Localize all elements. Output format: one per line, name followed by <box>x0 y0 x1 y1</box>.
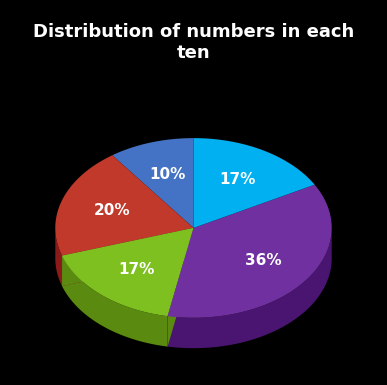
Polygon shape <box>62 228 194 286</box>
Polygon shape <box>168 228 194 346</box>
Text: Distribution of numbers in each
ten: Distribution of numbers in each ten <box>33 23 354 62</box>
Text: 36%: 36% <box>245 253 281 268</box>
Polygon shape <box>194 138 315 228</box>
Polygon shape <box>112 138 194 228</box>
Polygon shape <box>168 228 332 348</box>
Polygon shape <box>55 155 194 256</box>
Text: 17%: 17% <box>119 262 155 277</box>
Text: 17%: 17% <box>219 172 255 187</box>
Polygon shape <box>62 228 194 316</box>
Polygon shape <box>55 229 62 286</box>
Text: 10%: 10% <box>149 167 185 182</box>
Polygon shape <box>62 228 194 286</box>
Polygon shape <box>62 256 168 346</box>
Polygon shape <box>168 185 332 318</box>
Polygon shape <box>168 228 194 346</box>
Text: 20%: 20% <box>94 203 130 218</box>
